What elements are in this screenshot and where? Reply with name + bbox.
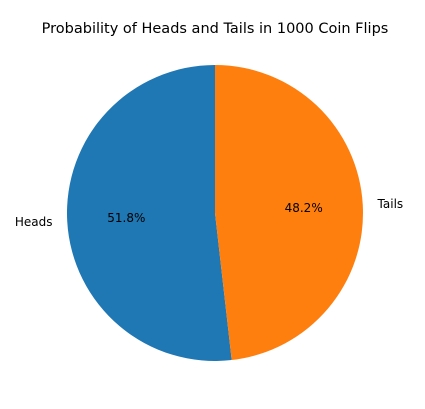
percent-label-tails: 48.2%: [285, 201, 323, 215]
pie-slice-tails: [215, 65, 363, 361]
category-label-heads: Heads: [15, 215, 53, 229]
category-label-tails: Tails: [377, 197, 404, 211]
pie-labels: 51.8% Heads 48.2% Tails: [15, 197, 403, 229]
pie-wedges: [66, 65, 363, 361]
pie-slice-heads: [66, 65, 232, 361]
chart-title: Probability of Heads and Tails in 1000 C…: [42, 21, 389, 37]
percent-label-heads: 51.8%: [107, 211, 145, 225]
